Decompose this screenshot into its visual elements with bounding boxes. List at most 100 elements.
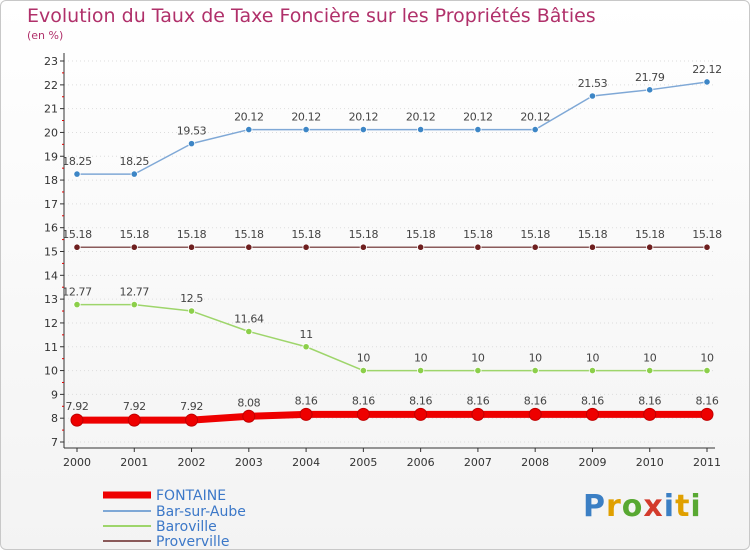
data-point [302, 343, 310, 351]
data-point [356, 407, 370, 421]
data-label: 7.92 [180, 400, 203, 413]
data-point [130, 301, 138, 309]
data-point [187, 243, 196, 251]
data-point [585, 407, 599, 421]
data-point [359, 366, 367, 375]
data-point [528, 407, 542, 421]
data-label: 12.77 [62, 286, 92, 299]
data-label: 10 [700, 352, 714, 365]
y-tick-label: 16 [44, 222, 58, 235]
logo-letter: i [663, 489, 676, 524]
data-label: 20.12 [234, 111, 264, 124]
data-point [588, 366, 597, 375]
y-tick-label: 13 [44, 293, 58, 306]
data-point [299, 407, 313, 421]
data-label: 8.16 [352, 394, 375, 407]
data-label: 15.18 [234, 228, 264, 241]
data-label: 8.16 [524, 394, 547, 407]
x-tick-label: 2009 [578, 456, 606, 469]
data-point [245, 327, 253, 336]
series-line-baroville [76, 303, 708, 372]
x-tick-label: 2011 [693, 456, 721, 469]
data-point [417, 366, 425, 375]
data-label: 15.18 [578, 228, 608, 241]
data-point [73, 170, 81, 178]
data-label: 21.53 [578, 77, 608, 90]
series-line-bar-sur-aube [76, 81, 708, 175]
data-point [73, 243, 81, 251]
y-tick-label: 10 [44, 365, 58, 378]
x-tick-label: 2005 [349, 456, 377, 469]
data-label: 8.16 [696, 394, 719, 407]
data-point [531, 125, 539, 134]
x-tick-label: 2008 [521, 456, 549, 469]
x-tick-label: 2006 [407, 456, 435, 469]
data-label: 15.18 [62, 228, 92, 241]
x-tick-label: 2002 [178, 456, 206, 469]
data-point [703, 366, 711, 375]
data-point [245, 125, 253, 134]
data-label: 20.12 [463, 111, 493, 124]
y-tick-label: 11 [44, 341, 58, 354]
data-point [302, 243, 310, 251]
data-point [417, 243, 425, 251]
legend-label: Bar-sur-Aube [156, 504, 246, 520]
data-label: 22.12 [692, 63, 722, 76]
data-label: 8.16 [409, 394, 432, 407]
data-label: 15.18 [291, 228, 321, 241]
y-tick-label: 23 [44, 55, 58, 68]
data-point [531, 243, 539, 251]
y-tick-label: 20 [44, 126, 58, 139]
y-tick-label: 17 [44, 198, 58, 211]
proxiti-logo: Proxiti [583, 489, 702, 524]
data-label: 15.18 [520, 228, 550, 241]
data-point [531, 366, 539, 375]
data-point [70, 413, 84, 427]
data-point [302, 125, 310, 134]
legend-label: Proverville [156, 534, 229, 550]
data-point [245, 243, 253, 251]
data-label: 10 [357, 352, 371, 365]
data-label: 10 [414, 352, 428, 365]
data-label: 7.92 [123, 400, 146, 413]
y-tick-label: 19 [44, 150, 58, 163]
data-label: 8.08 [237, 396, 260, 409]
data-point [643, 407, 657, 421]
x-tick-label: 2003 [235, 456, 263, 469]
data-point [414, 407, 428, 421]
y-tick-label: 22 [44, 79, 58, 92]
data-label: 8.16 [295, 394, 318, 407]
legend-label: Baroville [156, 519, 217, 535]
data-label: 19.53 [177, 125, 207, 138]
legend-label: FONTAINE [156, 488, 226, 504]
data-label: 15.18 [177, 228, 207, 241]
data-label: 21.79 [635, 71, 665, 84]
data-point [474, 243, 482, 251]
data-label: 15.18 [463, 228, 493, 241]
data-label: 8.16 [638, 394, 661, 407]
data-label: 10 [643, 352, 657, 365]
data-point [185, 413, 199, 427]
data-label: 10 [471, 352, 485, 365]
y-tick-label: 14 [44, 269, 58, 282]
data-label: 7.92 [66, 400, 89, 413]
data-label: 11.64 [234, 313, 264, 326]
logo-letter: r [606, 489, 622, 524]
data-point [646, 86, 654, 94]
chart-subtitle: (en %) [27, 29, 64, 42]
data-label: 15.18 [349, 228, 379, 241]
logo-letter: i [690, 489, 702, 524]
data-point [471, 407, 485, 421]
data-label: 15.18 [635, 228, 665, 241]
data-label: 15.18 [692, 228, 722, 241]
data-label: 8.16 [581, 394, 604, 407]
x-tick-label: 2001 [120, 456, 148, 469]
data-label: 20.12 [349, 111, 379, 124]
y-tick-label: 21 [44, 103, 58, 116]
x-tick-label: 2007 [464, 456, 492, 469]
y-tick-label: 7 [51, 436, 58, 449]
x-tick-label: 2004 [292, 456, 320, 469]
data-label: 20.12 [406, 111, 436, 124]
